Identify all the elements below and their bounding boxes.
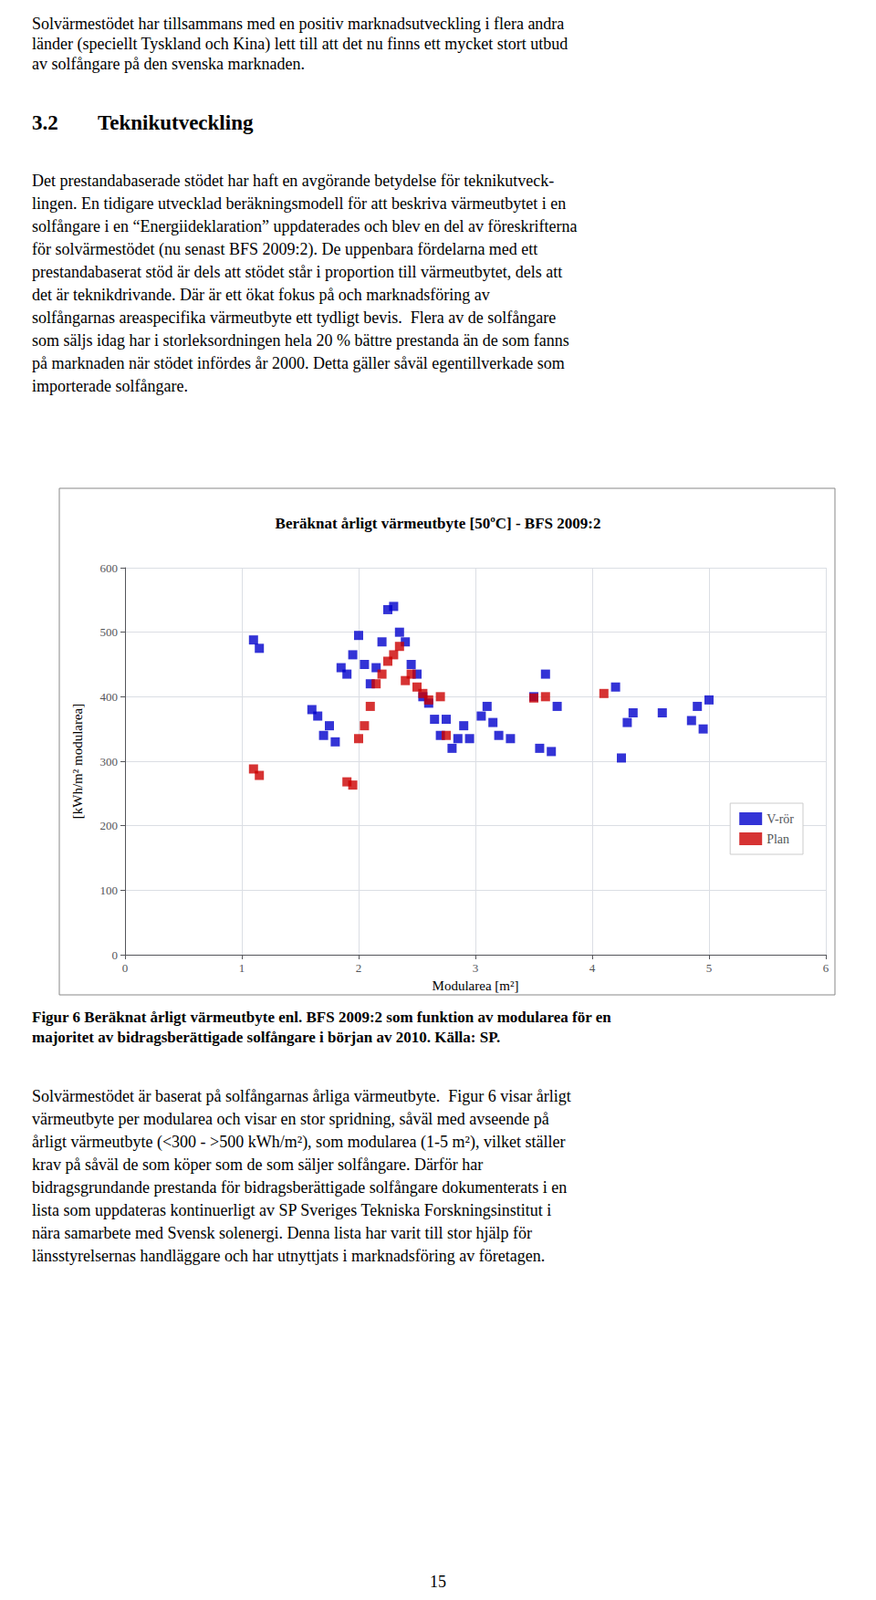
svg-text:Figur 6 Beräknat årligt värmeu: Figur 6 Beräknat årligt värmeutbyte enl.… <box>31 1008 612 1026</box>
svg-text:Teknikutveckling: Teknikutveckling <box>97 111 254 135</box>
svg-text:0: 0 <box>112 948 119 962</box>
svg-text:0: 0 <box>122 960 129 975</box>
svg-text:det är teknikdrivande. Där är: det är teknikdrivande. Där är ett ökat f… <box>31 285 491 304</box>
svg-text:värmeutbyte per modularea och: värmeutbyte per modularea och visar en s… <box>31 1109 550 1128</box>
svg-text:länsstyrelsernas handläggare o: länsstyrelsernas handläggare och har utn… <box>31 1246 545 1265</box>
svg-text:500: 500 <box>100 625 119 639</box>
svg-text:nära samarbete med Svensk sole: nära samarbete med Svensk solenergi. Den… <box>31 1223 532 1242</box>
svg-text:Plan: Plan <box>766 832 790 846</box>
svg-text:3.2: 3.2 <box>31 111 59 135</box>
svg-text:majoritet av bidragsberättigad: majoritet av bidragsberättigade solfånga… <box>31 1028 501 1046</box>
svg-text:importerade solfångare.: importerade solfångare. <box>31 376 188 396</box>
svg-text:600: 600 <box>100 561 119 575</box>
svg-text:Solvärmestödet är baserat på s: Solvärmestödet är baserat på solfångarna… <box>31 1086 572 1106</box>
svg-text:2: 2 <box>355 960 363 975</box>
svg-text:bidragsgrundande prestanda för: bidragsgrundande prestanda för bidragsbe… <box>31 1178 567 1197</box>
svg-text:Solvärmestödet har tillsammans: Solvärmestödet har tillsammans med en po… <box>31 14 564 33</box>
svg-text:prestandabaserat stöd är dels: prestandabaserat stöd är dels att stödet… <box>31 262 563 282</box>
svg-text:V-rör: V-rör <box>766 812 794 826</box>
svg-text:Beräknat årligt värmeutbyte [5: Beräknat årligt värmeutbyte [50ºC] - BFS… <box>275 514 602 532</box>
svg-text:årligt värmeutbyte (<300 - >50: årligt värmeutbyte (<300 - >500 kWh/m²),… <box>31 1132 565 1152</box>
svg-text:15: 15 <box>429 1572 447 1591</box>
svg-text:300: 300 <box>100 754 119 769</box>
svg-text:lista som uppdateras kontinuer: lista som uppdateras kontinuerligt av SP… <box>31 1200 552 1220</box>
svg-text:200: 200 <box>100 818 119 833</box>
svg-text:länder (speciellt Tyskland och: länder (speciellt Tyskland och Kina) let… <box>31 34 568 54</box>
svg-text:3: 3 <box>472 960 480 975</box>
svg-text:av solfångare på den svenska m: av solfångare på den svenska marknaden. <box>31 54 305 73</box>
svg-text:på marknaden när stödet införd: på marknaden när stödet infördes år 2000… <box>31 354 565 373</box>
svg-text:400: 400 <box>100 689 119 704</box>
svg-text:100: 100 <box>100 883 119 897</box>
svg-text:Modularea [m²]: Modularea [m²] <box>432 978 520 993</box>
svg-text:för solvärmestödet (nu senast: för solvärmestödet (nu senast BFS 2009:2… <box>31 239 538 260</box>
svg-text:solfångarnas areaspecifika vär: solfångarnas areaspecifika värmeutbyte e… <box>31 308 556 327</box>
svg-text:krav på såväl de som köper som: krav på såväl de som köper som de som sä… <box>31 1155 483 1174</box>
svg-text:[kWh/m² modularea]: [kWh/m² modularea] <box>70 703 85 820</box>
svg-text:5: 5 <box>706 960 713 975</box>
svg-text:6: 6 <box>823 960 830 975</box>
svg-text:solfångare i en “Energiideklar: solfångare i en “Energiideklaration” upp… <box>31 217 577 236</box>
svg-text:lingen. En tidigare utvecklad: lingen. En tidigare utvecklad beräknings… <box>31 194 566 213</box>
svg-text:4: 4 <box>589 960 596 975</box>
svg-text:1: 1 <box>239 960 246 975</box>
svg-text:som säljs idag har i storlekso: som säljs idag har i storleksordningen h… <box>31 331 570 350</box>
svg-text:Det prestandabaserade stödet h: Det prestandabaserade stödet har haft en… <box>31 171 554 190</box>
